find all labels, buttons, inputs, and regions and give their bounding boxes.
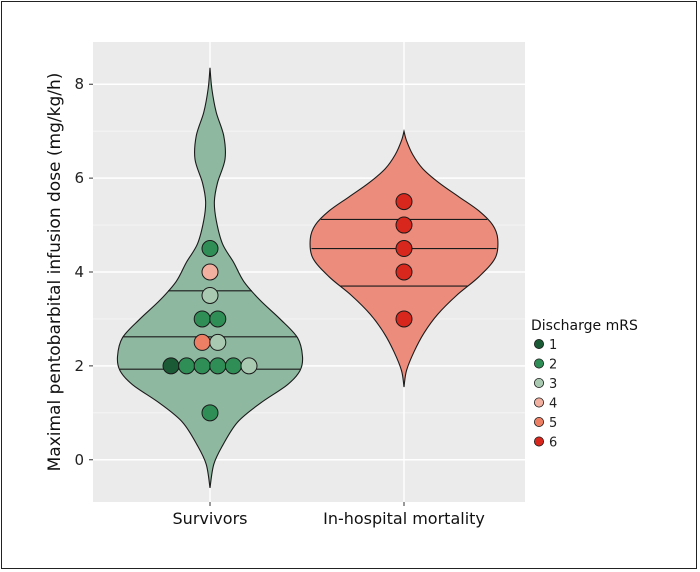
data-point bbox=[162, 357, 180, 375]
y-tick-label: 8 bbox=[74, 75, 84, 93]
y-axis-ticks: 0 2 4 6 8 bbox=[74, 75, 93, 469]
legend: Discharge mRS 1 2 3 4 5 6 bbox=[531, 318, 638, 451]
legend-label: 4 bbox=[549, 397, 557, 412]
legend-swatch bbox=[534, 416, 545, 427]
data-point bbox=[209, 333, 227, 351]
legend-swatch bbox=[534, 436, 545, 447]
legend-label: 3 bbox=[549, 377, 557, 392]
data-point bbox=[240, 357, 258, 375]
violin-mortality bbox=[309, 129, 499, 388]
data-point bbox=[224, 357, 242, 375]
data-point bbox=[209, 310, 227, 328]
data-point bbox=[201, 404, 219, 422]
data-points bbox=[162, 193, 413, 422]
data-point bbox=[178, 357, 196, 375]
data-point bbox=[193, 310, 211, 328]
legend-label: 1 bbox=[549, 338, 557, 353]
legend-label: 2 bbox=[549, 358, 557, 373]
data-point bbox=[193, 357, 211, 375]
legend-swatch bbox=[534, 338, 545, 349]
y-tick-label: 2 bbox=[74, 357, 84, 375]
data-point bbox=[395, 310, 413, 328]
data-point bbox=[209, 357, 227, 375]
legend-label: 5 bbox=[549, 416, 557, 431]
legend-title: Discharge mRS bbox=[531, 318, 638, 334]
legend-swatch bbox=[534, 397, 545, 408]
data-point bbox=[395, 263, 413, 281]
data-point bbox=[395, 193, 413, 211]
data-point bbox=[395, 240, 413, 258]
y-tick-label: 4 bbox=[74, 263, 84, 281]
x-category-label: Survivors bbox=[173, 509, 248, 528]
y-tick-label: 0 bbox=[74, 451, 84, 469]
data-point bbox=[395, 216, 413, 234]
y-tick-label: 6 bbox=[74, 169, 84, 187]
legend-swatch bbox=[534, 377, 545, 388]
legend-label: 6 bbox=[549, 436, 557, 451]
y-axis-title: Maximal pentobarbital infusion dose (mg/… bbox=[45, 73, 65, 472]
data-point bbox=[201, 240, 219, 258]
data-point bbox=[201, 263, 219, 281]
x-axis-categories: Survivors In-hospital mortality bbox=[173, 502, 485, 528]
data-point bbox=[193, 333, 211, 351]
x-category-label: In-hospital mortality bbox=[323, 509, 485, 528]
legend-swatch bbox=[534, 358, 545, 369]
data-point bbox=[201, 286, 219, 304]
